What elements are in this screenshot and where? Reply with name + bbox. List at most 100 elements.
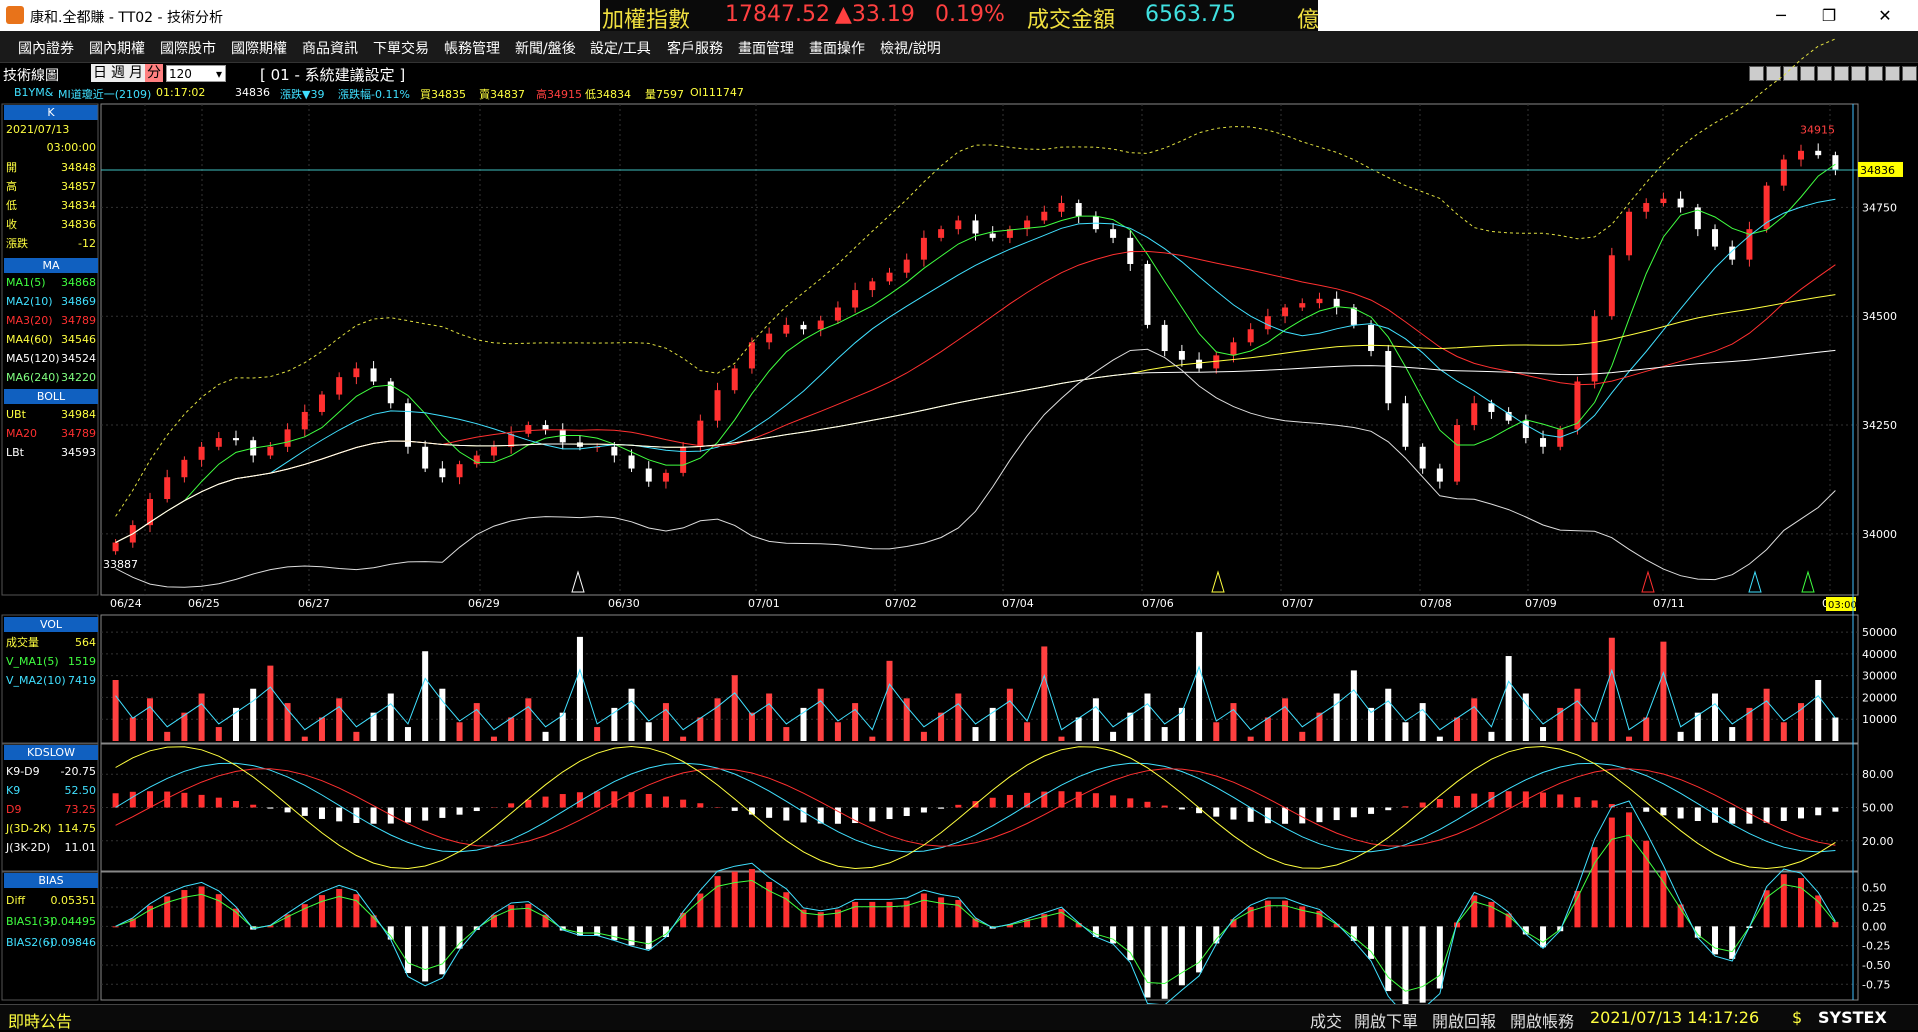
signal-marker-icon	[1749, 572, 1761, 592]
volume-bar	[388, 694, 394, 741]
candle-body	[525, 425, 531, 434]
price-tick-label: 34000	[1862, 528, 1897, 541]
candle-body	[1196, 360, 1202, 369]
candle-body	[1712, 229, 1718, 246]
side-row-label: K9	[6, 783, 20, 798]
volume-bar	[1660, 642, 1666, 741]
bias-bar	[938, 897, 944, 927]
candle-body	[818, 321, 824, 330]
kd-diff-bar	[1093, 793, 1099, 807]
open-order-button[interactable]: 開啟下單	[1354, 1008, 1418, 1032]
kd-diff-bar	[1265, 808, 1271, 824]
kd-diff-bar	[783, 808, 789, 821]
side-row-value: 7419	[68, 673, 96, 688]
side-vol-header: VOL	[4, 617, 98, 632]
bias-bar	[319, 895, 325, 927]
kd-diff-bar	[1437, 799, 1443, 807]
kd-diff-bar	[990, 798, 996, 808]
kd-diff-bar	[1471, 794, 1477, 808]
candle-body	[405, 403, 411, 447]
bias-bar	[783, 892, 789, 927]
candle-body	[1454, 425, 1460, 482]
kd-diff-bar	[1832, 808, 1838, 812]
side-row-value: 0.05351	[51, 893, 97, 908]
volume-tick-label: 30000	[1862, 670, 1897, 683]
side-row-value: -0.09846	[47, 935, 96, 950]
candle-body	[1402, 403, 1408, 447]
kd-diff-bar	[474, 808, 480, 812]
side-row-value: 34220	[61, 370, 96, 385]
bias-bar	[852, 902, 858, 927]
kd-diff-bar	[904, 808, 910, 817]
volume-bar	[250, 689, 256, 741]
kd-diff-bar	[801, 808, 807, 823]
price-tick-label: 34250	[1862, 419, 1897, 432]
price-panel-side-frame	[2, 104, 98, 595]
bias-tick-label: 0.25	[1862, 901, 1887, 914]
kd-diff-bar	[1643, 808, 1649, 812]
side-row-value: 34836	[61, 217, 96, 232]
bias-bar	[1162, 926, 1168, 998]
volume-bar	[1334, 694, 1340, 741]
candle-body	[1162, 325, 1168, 351]
bias-bar	[594, 926, 600, 935]
volume-bar	[1420, 703, 1426, 741]
bias-bar	[1712, 926, 1718, 954]
volume-bar	[319, 717, 325, 741]
bias-bar	[1471, 895, 1477, 927]
candle-body	[457, 464, 463, 477]
candle-body	[1798, 151, 1804, 160]
volume-tick-label: 20000	[1862, 691, 1897, 704]
bias-bar	[1626, 812, 1632, 927]
volume-bar	[491, 737, 497, 741]
candle-body	[783, 325, 789, 334]
volume-bar	[1041, 646, 1047, 741]
bias-bar	[629, 926, 635, 945]
candle-body	[955, 220, 961, 229]
candle-body	[887, 273, 893, 282]
trade-button[interactable]: 成交	[1310, 1008, 1342, 1032]
side-row-value: 34868	[61, 275, 96, 290]
bias-bar	[887, 902, 893, 927]
candle-body	[869, 281, 875, 290]
candle-body	[715, 390, 721, 420]
signal-marker-icon	[572, 572, 584, 592]
volume-tick-label: 10000	[1862, 713, 1897, 726]
volume-bar	[663, 703, 669, 741]
volume-bar	[766, 694, 772, 741]
candle-body	[1815, 151, 1821, 155]
kd-tick-label: 20.00	[1862, 835, 1894, 848]
volume-bar	[1093, 698, 1099, 741]
open-report-button[interactable]: 開啟回報	[1432, 1008, 1496, 1032]
volume-bar	[267, 666, 273, 741]
volume-bar	[1626, 737, 1632, 741]
open-account-button[interactable]: 開啟帳務	[1510, 1008, 1574, 1032]
side-row-value: 34984	[61, 407, 96, 422]
candle-body	[801, 325, 807, 329]
date-tick-label: 06/24	[110, 597, 142, 610]
bias-bar	[955, 900, 961, 927]
side-row-label: MA2(10)	[6, 294, 53, 309]
volume-bar	[1196, 632, 1202, 741]
bias-bar	[1592, 847, 1598, 927]
kd-diff-bar	[543, 797, 549, 808]
side-boll-header: BOLL	[4, 389, 98, 404]
volume-bar	[1230, 703, 1236, 741]
date-tick-label: 06/29	[468, 597, 500, 610]
side-row-value: 34834	[61, 198, 96, 213]
kd-diff-bar	[371, 808, 377, 824]
candle-body	[973, 220, 979, 233]
volume-bar	[1402, 722, 1408, 741]
candle-body	[1540, 438, 1546, 447]
news-ticker-label[interactable]: 即時公告	[8, 1008, 72, 1032]
candle-body	[938, 229, 944, 238]
kd-diff-bar	[302, 808, 308, 816]
volume-bar	[1265, 717, 1271, 741]
candle-body	[1557, 429, 1563, 446]
volume-bar	[697, 717, 703, 741]
